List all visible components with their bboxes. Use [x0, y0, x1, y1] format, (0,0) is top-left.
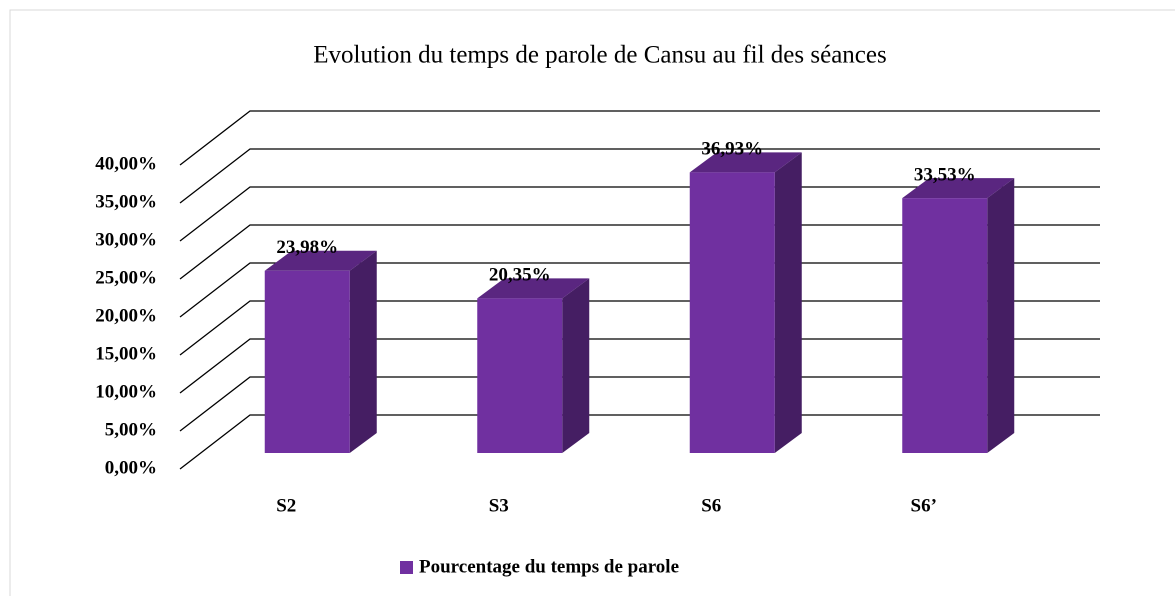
bar-front	[902, 198, 988, 453]
legend-label: Pourcentage du temps de parole	[419, 556, 679, 577]
grid-line	[179, 414, 1100, 470]
bar-front	[689, 172, 775, 453]
data-label: 20,35%	[489, 265, 551, 286]
bar-side	[987, 178, 1015, 453]
y-tick-label: 40,00%	[95, 153, 157, 174]
y-tick-label: 30,00%	[95, 229, 157, 250]
x-tick-label: S3	[489, 495, 509, 516]
bar-top	[689, 152, 802, 173]
bar-top	[264, 250, 377, 271]
data-label: 33,53%	[914, 165, 976, 186]
chart-frame	[9, 9, 1175, 596]
bar-front	[264, 270, 350, 453]
chart-title: Evolution du temps de parole de Cansu au…	[313, 42, 886, 69]
bar	[264, 250, 377, 453]
bar-side	[562, 278, 590, 453]
grid-line	[179, 262, 1100, 318]
bar-side	[349, 250, 377, 453]
y-tick-label: 20,00%	[95, 305, 157, 326]
grid-line	[179, 338, 1100, 394]
bar-top	[902, 178, 1015, 199]
grid-line	[179, 186, 1100, 242]
x-tick-label: S6	[701, 495, 721, 516]
y-tick-label: 10,00%	[95, 381, 157, 402]
bar-side	[774, 152, 802, 453]
grid-line	[179, 376, 1100, 432]
y-tick-label: 15,00%	[95, 343, 157, 364]
bar	[477, 278, 590, 453]
bar	[689, 152, 802, 453]
grid-line	[179, 148, 1100, 204]
grid-line	[179, 224, 1100, 280]
bar	[902, 178, 1015, 453]
grid-line	[179, 300, 1100, 356]
x-tick-label: S6’	[911, 495, 937, 516]
data-label: 23,98%	[276, 237, 338, 258]
grid-line	[179, 110, 1100, 166]
bar-front	[477, 298, 563, 453]
y-tick-label: 5,00%	[105, 419, 157, 440]
bar-top	[477, 278, 590, 299]
x-tick-label: S2	[276, 495, 296, 516]
y-tick-label: 25,00%	[95, 267, 157, 288]
y-tick-label: 0,00%	[105, 457, 157, 478]
data-label: 36,93%	[701, 139, 763, 160]
y-tick-label: 35,00%	[95, 191, 157, 212]
legend-swatch	[400, 561, 413, 574]
